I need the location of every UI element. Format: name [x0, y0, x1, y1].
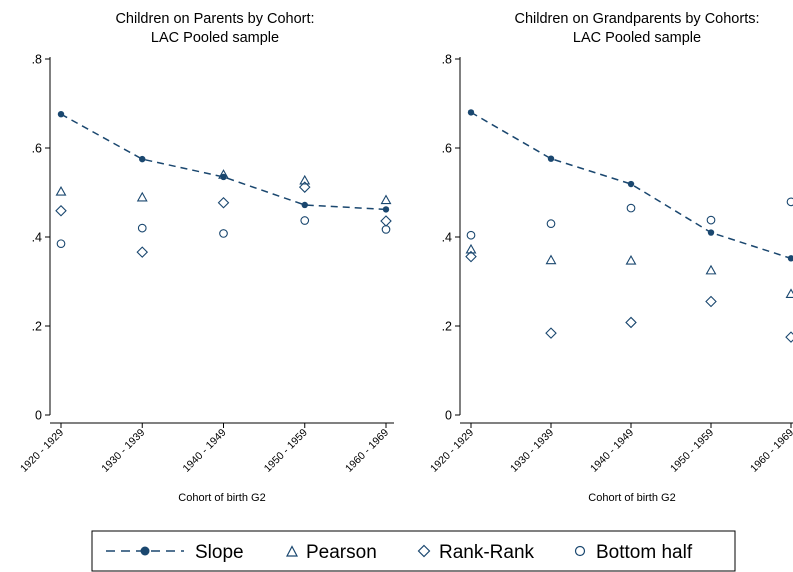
point-slope	[382, 206, 390, 213]
point-rank-rank	[625, 316, 637, 329]
y-tick-label: .2	[442, 320, 452, 334]
legend-item-bottom-half: Bottom half	[574, 542, 693, 563]
point-pearson	[380, 194, 392, 205]
y-tick-label: .4	[442, 231, 452, 245]
y-tick-label: .8	[32, 53, 42, 67]
legend-item-slope: Slope	[106, 542, 244, 563]
point-rank-rank	[545, 327, 557, 339]
point-slope	[57, 110, 65, 118]
point-pearson	[218, 169, 229, 179]
y-tick-label: .2	[32, 320, 42, 334]
panel-title: Children on Grandparents by Cohorts:	[514, 11, 759, 27]
legend-slope-marker	[140, 546, 150, 556]
point-bottom-half	[626, 203, 636, 213]
y-tick-label: .6	[32, 142, 42, 156]
legend-item-pearson: Pearson	[286, 542, 377, 563]
point-pearson	[545, 254, 557, 265]
point-rank-rank	[55, 204, 67, 217]
triangle-icon	[286, 545, 298, 557]
series-line-slope	[470, 111, 792, 260]
point-rank-rank	[785, 331, 793, 343]
legend-label: Slope	[195, 542, 244, 563]
legend-box	[91, 530, 736, 572]
point-pearson	[55, 185, 67, 196]
point-slope	[787, 255, 793, 262]
legend: Slope Pearson Rank-Rank Bottom half	[91, 530, 736, 572]
point-pearson	[625, 254, 637, 265]
point-rank-rank	[465, 250, 477, 263]
point-bottom-half	[137, 223, 147, 233]
point-pearson	[299, 174, 311, 185]
y-tick-label: .6	[442, 142, 452, 156]
point-rank-rank	[298, 181, 311, 193]
point-bottom-half	[706, 215, 716, 225]
point-slope	[627, 180, 635, 188]
y-tick-label: .4	[32, 231, 42, 245]
point-slope	[547, 155, 555, 162]
legend-label: Pearson	[306, 542, 377, 563]
point-pearson	[785, 288, 793, 299]
point-slope	[301, 201, 308, 209]
x-axis-label: Cohort of birth G2	[588, 492, 675, 504]
x-axis-label: Cohort of birth G2	[178, 492, 265, 504]
legend-label: Bottom half	[596, 542, 693, 563]
point-bottom-half	[56, 239, 66, 249]
point-bottom-half	[786, 197, 793, 207]
y-tick-label: 0	[445, 409, 452, 423]
y-tick-label: .8	[442, 53, 452, 67]
point-bottom-half	[300, 216, 310, 225]
point-rank-rank	[705, 295, 717, 308]
point-bottom-half	[546, 219, 556, 228]
legend-label: Rank-Rank	[439, 542, 535, 563]
point-bottom-half	[466, 230, 476, 240]
panel-title: Children on Parents by Cohort:	[115, 11, 314, 27]
point-slope	[139, 155, 146, 163]
point-slope	[707, 229, 715, 236]
point-pearson	[705, 264, 717, 275]
diamond-icon	[417, 544, 431, 558]
point-rank-rank	[217, 196, 230, 209]
point-pearson	[465, 243, 477, 254]
circle-icon	[574, 545, 586, 557]
point-slope	[467, 109, 475, 116]
panel-subtitle: LAC Pooled sample	[573, 30, 701, 46]
legend-item-rank-rank: Rank-Rank	[417, 542, 535, 563]
point-bottom-half	[219, 229, 228, 238]
y-tick-label: 0	[35, 409, 42, 423]
panel-subtitle: LAC Pooled sample	[151, 30, 279, 46]
point-pearson	[136, 191, 148, 202]
point-bottom-half	[381, 225, 391, 234]
series-line-slope	[60, 113, 387, 211]
point-rank-rank	[136, 246, 149, 258]
